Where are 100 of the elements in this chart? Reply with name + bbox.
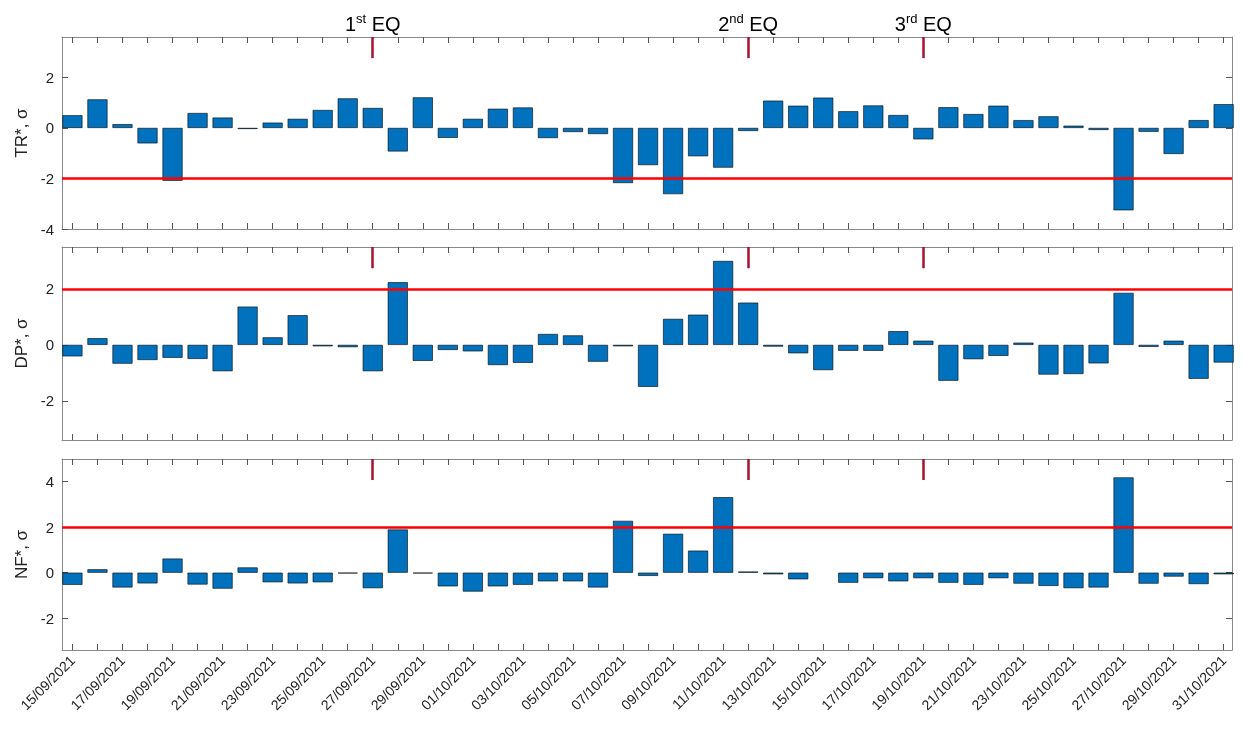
bar <box>337 98 358 128</box>
bar <box>62 344 83 357</box>
y-tick-label: 2 <box>45 518 54 536</box>
bar <box>988 344 1009 356</box>
bar <box>112 572 133 588</box>
bar <box>437 344 458 350</box>
y-axis-title: DP*, σ <box>11 317 31 369</box>
bar <box>62 115 83 128</box>
bar <box>1013 120 1034 128</box>
bar <box>62 572 83 585</box>
bar <box>87 99 108 128</box>
bar <box>412 97 433 128</box>
bar <box>913 340 934 345</box>
bar <box>212 344 233 372</box>
bar <box>663 318 684 345</box>
bar <box>1213 344 1234 363</box>
bar <box>1213 104 1234 128</box>
bar <box>1113 127 1134 211</box>
y-tick-label: -2 <box>40 392 54 410</box>
bar <box>262 122 283 128</box>
bar <box>1188 572 1209 585</box>
y-tick-label: -4 <box>40 220 54 238</box>
bar <box>112 124 133 128</box>
bar <box>437 127 458 138</box>
bar <box>788 105 809 128</box>
bar <box>1138 127 1159 132</box>
y-axis-title: NF*, σ <box>11 529 31 580</box>
bar <box>788 344 809 354</box>
bar <box>162 558 183 573</box>
bar <box>537 572 558 582</box>
bar <box>613 127 634 184</box>
bar <box>562 572 583 582</box>
bar <box>938 344 959 381</box>
bar <box>387 282 408 345</box>
bar <box>638 127 659 166</box>
bar <box>512 572 533 585</box>
bar <box>988 105 1009 128</box>
bar <box>87 569 108 573</box>
y-tick-label: 0 <box>45 336 54 354</box>
bar <box>863 344 884 351</box>
bar <box>838 111 859 128</box>
bar <box>87 338 108 345</box>
bar <box>763 100 784 128</box>
bar <box>863 105 884 128</box>
bar <box>988 572 1009 579</box>
bar <box>212 572 233 589</box>
bar <box>237 567 258 573</box>
bar <box>537 333 558 345</box>
bar <box>713 497 734 573</box>
bar <box>963 572 984 585</box>
bar <box>813 97 834 128</box>
bar <box>137 344 158 360</box>
bar <box>1188 344 1209 379</box>
bar <box>738 127 759 131</box>
bar <box>888 115 909 128</box>
bar <box>212 117 233 128</box>
bar <box>1163 127 1184 154</box>
bar <box>487 572 508 587</box>
bar <box>1013 572 1034 584</box>
bar <box>1113 477 1134 573</box>
bar <box>137 572 158 584</box>
bar <box>537 127 558 139</box>
bar <box>688 550 709 573</box>
bar <box>187 113 208 128</box>
bar <box>187 344 208 359</box>
bar <box>237 306 258 345</box>
bar <box>137 127 158 144</box>
bar <box>112 344 133 364</box>
bar <box>262 337 283 345</box>
y-tick-label: 0 <box>45 119 54 137</box>
bar <box>913 572 934 579</box>
bar <box>1063 344 1084 374</box>
bar <box>562 335 583 345</box>
y-tick-label: 2 <box>45 68 54 86</box>
bar <box>412 344 433 361</box>
bar <box>262 572 283 583</box>
bar <box>788 572 809 580</box>
bar <box>1113 292 1134 345</box>
bar <box>863 572 884 579</box>
bar <box>613 520 634 573</box>
bar <box>713 260 734 345</box>
bar <box>512 107 533 128</box>
bar <box>938 572 959 583</box>
y-tick-label: -2 <box>40 169 54 187</box>
bar <box>162 127 183 181</box>
bar <box>162 344 183 358</box>
bar <box>1163 340 1184 345</box>
bar <box>312 110 333 128</box>
bar <box>587 344 608 362</box>
bar <box>287 118 308 128</box>
bar <box>688 314 709 345</box>
bar <box>1088 572 1109 588</box>
bar <box>487 344 508 366</box>
bar <box>312 572 333 583</box>
bar <box>362 344 383 372</box>
bar <box>362 572 383 589</box>
bar <box>462 572 483 592</box>
bar <box>1038 116 1059 128</box>
bar <box>1163 572 1184 577</box>
bar <box>838 344 859 351</box>
